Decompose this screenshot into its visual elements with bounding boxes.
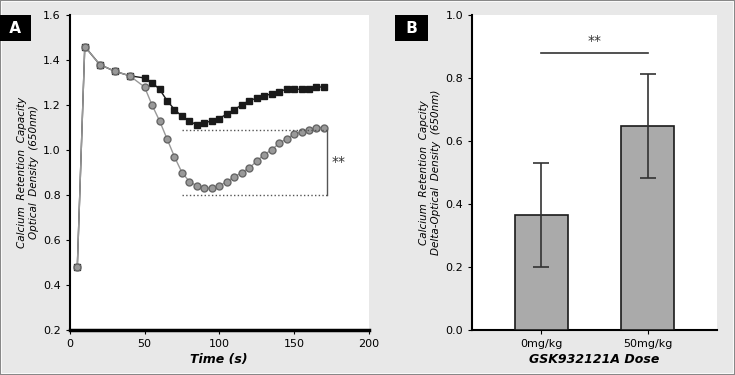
50mg/kg GSK932121A bbox=[230, 175, 239, 179]
Vehicle Control bbox=[170, 107, 179, 112]
50mg/kg GSK932121A bbox=[193, 184, 201, 188]
Vehicle Control bbox=[80, 44, 89, 49]
Vehicle Control bbox=[162, 98, 171, 103]
50mg/kg GSK932121A bbox=[178, 170, 187, 175]
Vehicle Control bbox=[178, 114, 187, 118]
Vehicle Control bbox=[230, 107, 239, 112]
Text: **: ** bbox=[587, 34, 601, 48]
X-axis label: GSK932121A Dose: GSK932121A Dose bbox=[529, 353, 659, 366]
50mg/kg GSK932121A bbox=[148, 103, 157, 107]
50mg/kg GSK932121A bbox=[282, 136, 291, 141]
50mg/kg GSK932121A bbox=[110, 69, 119, 74]
50mg/kg GSK932121A bbox=[268, 148, 276, 152]
Vehicle Control bbox=[110, 69, 119, 74]
50mg/kg GSK932121A bbox=[215, 184, 223, 188]
50mg/kg GSK932121A bbox=[207, 186, 216, 190]
Vehicle Control bbox=[275, 89, 284, 94]
Vehicle Control bbox=[259, 94, 268, 98]
Vehicle Control bbox=[290, 87, 298, 92]
50mg/kg GSK932121A bbox=[185, 179, 194, 184]
Vehicle Control bbox=[320, 85, 329, 89]
50mg/kg GSK932121A bbox=[140, 85, 149, 89]
50mg/kg GSK932121A bbox=[312, 125, 321, 130]
50mg/kg GSK932121A bbox=[297, 130, 306, 134]
50mg/kg GSK932121A bbox=[73, 265, 82, 269]
Vehicle Control bbox=[215, 116, 223, 121]
50mg/kg GSK932121A bbox=[162, 136, 171, 141]
Vehicle Control bbox=[148, 80, 157, 85]
50mg/kg GSK932121A bbox=[155, 118, 164, 123]
Vehicle Control bbox=[245, 98, 254, 103]
50mg/kg GSK932121A bbox=[170, 154, 179, 159]
Vehicle Control bbox=[185, 118, 194, 123]
Vehicle Control bbox=[96, 62, 104, 67]
Text: B: B bbox=[401, 21, 423, 36]
Vehicle Control bbox=[297, 87, 306, 92]
50mg/kg GSK932121A bbox=[320, 125, 329, 130]
Vehicle Control bbox=[200, 121, 209, 125]
Vehicle Control bbox=[304, 87, 313, 92]
Vehicle Control bbox=[193, 123, 201, 128]
Bar bbox=[514, 215, 567, 330]
50mg/kg GSK932121A bbox=[223, 179, 232, 184]
Y-axis label: Calcium  Retention  Capacity
Optical  Density  (650nm): Calcium Retention Capacity Optical Densi… bbox=[18, 97, 39, 248]
Vehicle Control bbox=[73, 265, 82, 269]
50mg/kg GSK932121A bbox=[237, 170, 246, 175]
50mg/kg GSK932121A bbox=[290, 132, 298, 136]
50mg/kg GSK932121A bbox=[96, 62, 104, 67]
Vehicle Control bbox=[282, 87, 291, 92]
50mg/kg GSK932121A bbox=[304, 128, 313, 132]
Vehicle Control bbox=[268, 92, 276, 96]
Vehicle Control bbox=[140, 76, 149, 80]
Vehicle Control bbox=[252, 96, 261, 100]
Vehicle Control bbox=[155, 87, 164, 92]
Y-axis label: Calcium  Retention  Capcity
Delta-Optical  Density  (650nm): Calcium Retention Capcity Delta-Optical … bbox=[420, 90, 441, 255]
X-axis label: Time (s): Time (s) bbox=[190, 353, 248, 366]
50mg/kg GSK932121A bbox=[80, 44, 89, 49]
Vehicle Control bbox=[237, 103, 246, 107]
50mg/kg GSK932121A bbox=[259, 152, 268, 157]
Text: A: A bbox=[4, 21, 26, 36]
50mg/kg GSK932121A bbox=[252, 159, 261, 164]
50mg/kg GSK932121A bbox=[200, 186, 209, 190]
50mg/kg GSK932121A bbox=[125, 74, 134, 78]
Vehicle Control bbox=[125, 74, 134, 78]
50mg/kg GSK932121A bbox=[275, 141, 284, 146]
50mg/kg GSK932121A bbox=[245, 166, 254, 170]
Line: 50mg/kg GSK932121A: 50mg/kg GSK932121A bbox=[74, 43, 327, 270]
Vehicle Control bbox=[223, 112, 232, 116]
Vehicle Control bbox=[207, 118, 216, 123]
Line: Vehicle Control: Vehicle Control bbox=[74, 44, 327, 270]
Bar bbox=[621, 126, 674, 330]
Text: **: ** bbox=[331, 155, 345, 170]
Vehicle Control bbox=[312, 85, 321, 89]
